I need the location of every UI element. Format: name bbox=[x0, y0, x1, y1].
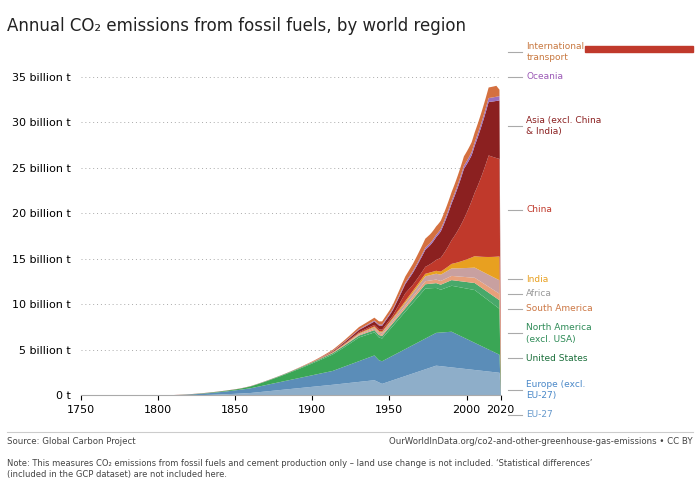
Text: India: India bbox=[526, 275, 549, 284]
Text: China: China bbox=[526, 206, 552, 214]
Text: Our World
in Data: Our World in Data bbox=[609, 13, 668, 36]
Text: Oceania: Oceania bbox=[526, 72, 564, 81]
Bar bbox=[584, 46, 693, 52]
Text: Annual CO₂ emissions from fossil fuels, by world region: Annual CO₂ emissions from fossil fuels, … bbox=[7, 17, 466, 35]
Text: Asia (excl. China
& India): Asia (excl. China & India) bbox=[526, 116, 601, 136]
Text: North America
(excl. USA): North America (excl. USA) bbox=[526, 324, 592, 343]
Text: Note: This measures CO₂ emissions from fossil fuels and cement production only –: Note: This measures CO₂ emissions from f… bbox=[7, 459, 592, 479]
Text: OurWorldInData.org/co2-and-other-greenhouse-gas-emissions • CC BY: OurWorldInData.org/co2-and-other-greenho… bbox=[389, 437, 693, 446]
Text: EU-27: EU-27 bbox=[526, 411, 553, 419]
Text: Source: Global Carbon Project: Source: Global Carbon Project bbox=[7, 437, 136, 446]
Text: Africa: Africa bbox=[526, 289, 552, 298]
Text: Europe (excl.
EU-27): Europe (excl. EU-27) bbox=[526, 380, 586, 400]
Text: International
transport: International transport bbox=[526, 42, 584, 62]
Text: South America: South America bbox=[526, 304, 593, 313]
Text: United States: United States bbox=[526, 354, 588, 363]
